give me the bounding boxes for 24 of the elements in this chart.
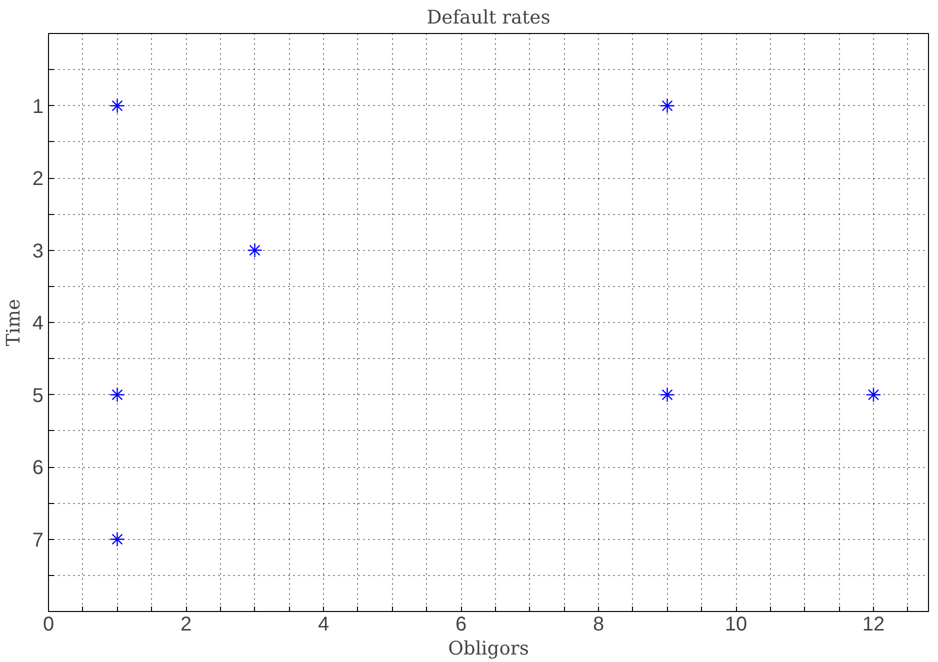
y-tick-label: 7: [32, 529, 44, 552]
x-tick-label: 2: [180, 614, 192, 636]
x-tick-label: 8: [592, 614, 604, 636]
point: [660, 98, 675, 114]
point: [247, 242, 262, 258]
x-tick-label: 12: [862, 614, 885, 636]
y-tick-label: 5: [32, 384, 44, 407]
x-tick-label: 4: [318, 614, 330, 636]
y-tick-label: 6: [32, 457, 44, 479]
y-tick-label: 2: [32, 168, 44, 190]
y-axis-title: Time: [3, 298, 24, 346]
point: [110, 98, 125, 114]
point: [110, 387, 125, 402]
x-axis-title: Obligors: [448, 638, 529, 660]
x-tick-label: 6: [455, 614, 467, 636]
point: [110, 532, 125, 547]
y-tick-label: 4: [32, 312, 44, 334]
x-tick-label: 10: [724, 614, 748, 636]
y-tick-label: 1: [32, 96, 44, 118]
x-tick-label: 0: [42, 614, 54, 636]
y-tick-label: 3: [32, 240, 44, 262]
chart-title: Default rates: [426, 8, 550, 28]
point: [660, 387, 675, 402]
point: [866, 387, 882, 402]
